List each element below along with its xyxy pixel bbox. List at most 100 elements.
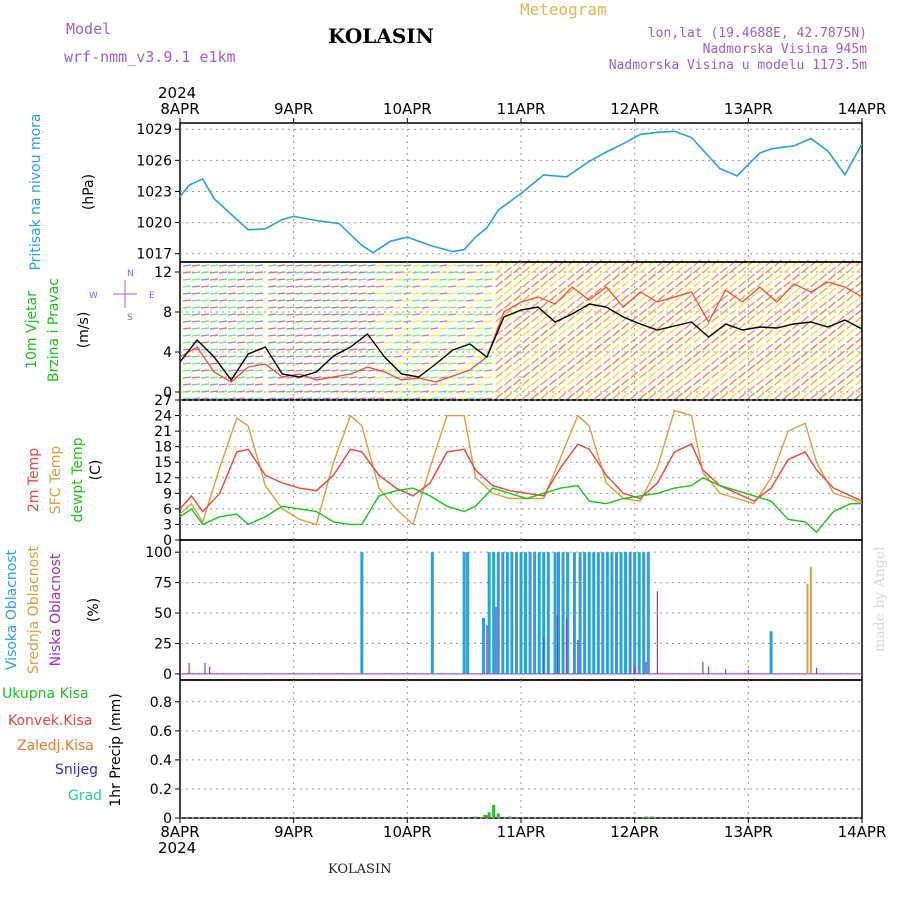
- wind-barb: [495, 287, 503, 295]
- wind-barb: [765, 294, 773, 302]
- wind-barb: [376, 376, 385, 379]
- wind-barb: [657, 336, 665, 344]
- wind-barb: [684, 329, 692, 337]
- wind-barb: [684, 259, 692, 267]
- cloud-bar: [565, 619, 568, 674]
- wind-barb: [612, 378, 620, 386]
- wind-barb: [236, 355, 246, 358]
- wind-barb: [819, 266, 827, 274]
- wind-barb: [200, 299, 210, 302]
- wind-barb: [594, 322, 602, 330]
- wind-barb: [376, 327, 385, 330]
- wind-barb: [475, 355, 484, 358]
- wind-barb: [675, 273, 683, 281]
- wind-barb: [475, 285, 484, 288]
- wind-barb: [340, 376, 349, 379]
- wind-barb: [801, 364, 809, 372]
- wind-barb: [394, 306, 403, 309]
- wind-barb: [322, 348, 331, 351]
- wind-barb: [475, 278, 484, 281]
- wind-barb: [295, 285, 304, 288]
- cloud-bar: [501, 552, 505, 674]
- wind-barb: [209, 348, 219, 351]
- wind-barb: [182, 264, 192, 267]
- wind-barb: [484, 369, 493, 372]
- wind-barb: [531, 315, 539, 323]
- wind-barb: [621, 336, 629, 344]
- wind-barb: [484, 264, 493, 267]
- wind-barb: [448, 285, 457, 288]
- wind-barb: [475, 320, 484, 323]
- wind-barb: [810, 301, 818, 309]
- wind-barb: [630, 308, 638, 316]
- wind-barb: [801, 280, 809, 288]
- wind-barb: [268, 355, 277, 358]
- wind-barb: [191, 306, 201, 309]
- wind-barb: [182, 376, 192, 379]
- wind-barb: [594, 294, 602, 302]
- wind-barb: [702, 392, 710, 400]
- wind-barb: [504, 259, 512, 267]
- wind-barb: [304, 355, 313, 358]
- wind-barb: [513, 294, 521, 302]
- temp-ylabel: (C): [88, 460, 104, 481]
- cloud-bar: [546, 552, 550, 674]
- wind-barb: [209, 285, 219, 288]
- wind-barb: [286, 390, 295, 393]
- wind-barb: [837, 273, 845, 281]
- wind-barb: [331, 292, 340, 295]
- wind-barb: [268, 397, 277, 400]
- wind-barb: [783, 336, 791, 344]
- pressure-ylabel: (hPa): [81, 174, 97, 210]
- wind-barb: [504, 287, 512, 295]
- wind-barb: [756, 315, 764, 323]
- wind-barb: [484, 327, 493, 330]
- wind-barb: [340, 292, 349, 295]
- wind-barb: [657, 364, 665, 372]
- wind-barb: [191, 355, 201, 358]
- wind-barb: [648, 371, 656, 379]
- wind-barb: [783, 371, 791, 379]
- wind-barb: [430, 278, 439, 281]
- cloud-bar: [519, 552, 523, 674]
- precip-side-label-4: Grad: [68, 788, 102, 804]
- wind-barb: [711, 259, 719, 267]
- wind-barb: [277, 320, 286, 323]
- wind-barb: [376, 285, 385, 288]
- wind-barb: [484, 271, 493, 274]
- wind-barb: [549, 315, 557, 323]
- wind-barb: [439, 348, 448, 351]
- wind-barb: [576, 329, 584, 337]
- wind-barb: [245, 348, 255, 351]
- wind-barb: [367, 278, 376, 281]
- wind-barb: [639, 280, 647, 288]
- wind-barb: [277, 327, 286, 330]
- wind-barb: [286, 264, 295, 267]
- wind-barb: [421, 299, 430, 302]
- wind-barb: [304, 285, 313, 288]
- wind-barb: [254, 320, 264, 323]
- wind-barb: [621, 280, 629, 288]
- wind-barb: [504, 371, 512, 379]
- wind-barb: [540, 322, 548, 330]
- wind-barb: [513, 364, 521, 372]
- wind-barb: [639, 350, 647, 358]
- wind-barb: [567, 322, 575, 330]
- wind-barb: [182, 299, 192, 302]
- wind-barb: [277, 264, 286, 267]
- wind-barb: [313, 285, 322, 288]
- wind-barb: [792, 259, 800, 267]
- wind-barb: [286, 285, 295, 288]
- wind-barb: [675, 364, 683, 372]
- wind-barb: [585, 336, 593, 344]
- wind-barb: [558, 364, 566, 372]
- wind-barb: [182, 334, 192, 337]
- wind-barb: [313, 299, 322, 302]
- wind-barb: [702, 273, 710, 281]
- wind-barb: [648, 273, 656, 281]
- wind-barb: [783, 294, 791, 302]
- wind-barb: [585, 350, 593, 358]
- wind-barb: [837, 371, 845, 379]
- wind-barb: [448, 341, 457, 344]
- wind-barb: [430, 313, 439, 316]
